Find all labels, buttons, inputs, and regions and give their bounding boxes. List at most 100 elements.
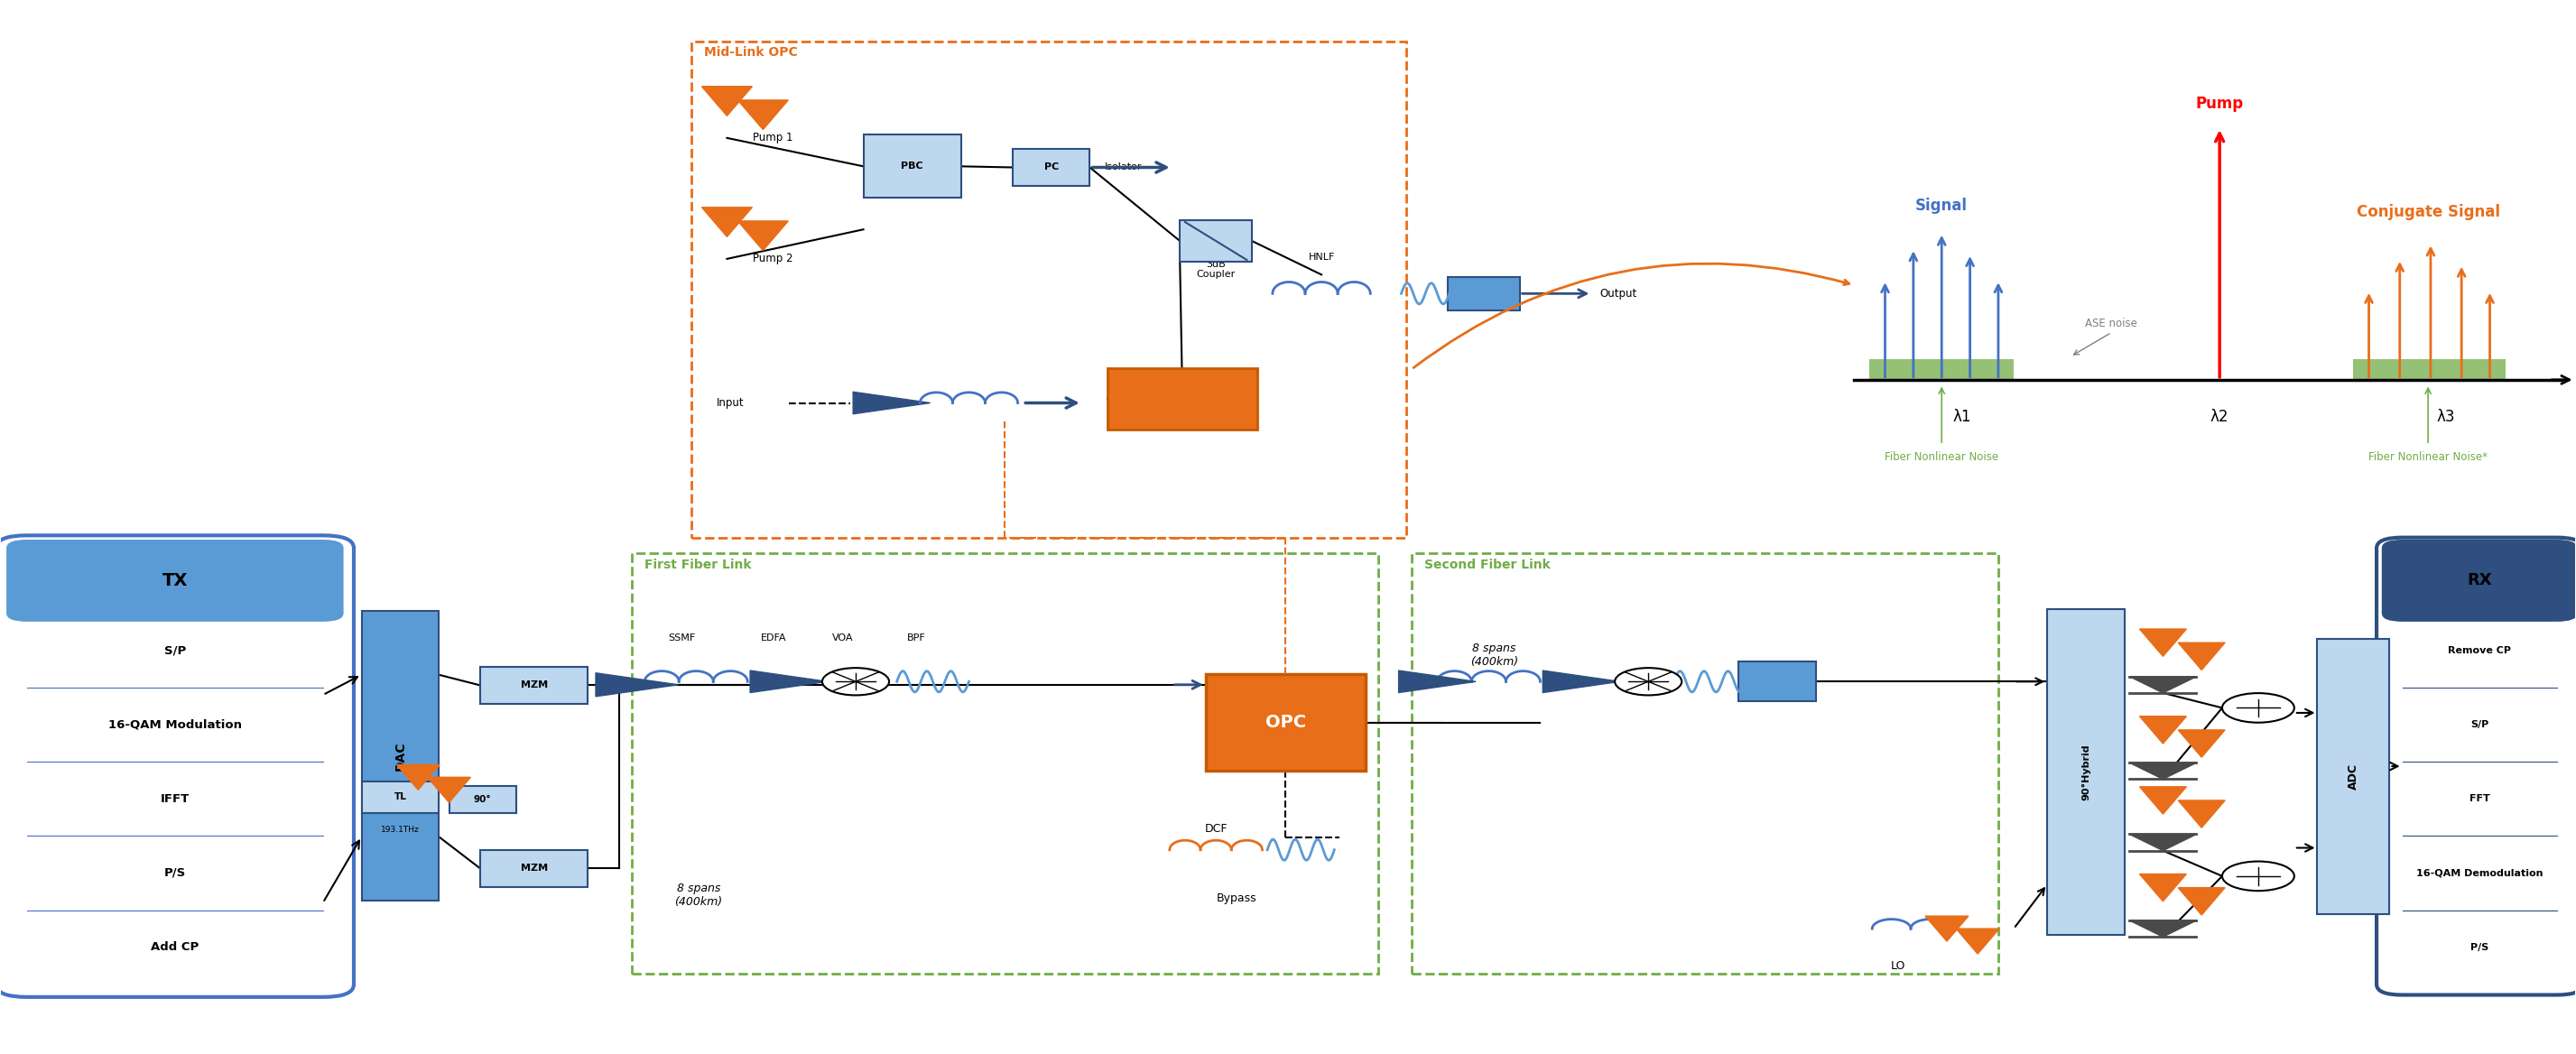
Polygon shape — [853, 392, 930, 414]
Text: λ2: λ2 — [2210, 409, 2228, 426]
Polygon shape — [750, 670, 827, 692]
Text: FFT: FFT — [2470, 795, 2491, 803]
Polygon shape — [1543, 670, 1620, 692]
Text: Pump 2: Pump 2 — [752, 253, 793, 265]
Polygon shape — [1399, 670, 1476, 692]
Text: λ3: λ3 — [2437, 409, 2455, 426]
Text: HNLF: HNLF — [1309, 253, 1334, 262]
Polygon shape — [428, 777, 471, 802]
Bar — [1870, 358, 2014, 379]
FancyBboxPatch shape — [1108, 368, 1257, 429]
Polygon shape — [1924, 916, 1968, 941]
Text: Conjugate Signal: Conjugate Signal — [2357, 203, 2499, 220]
Text: PBC: PBC — [902, 162, 922, 171]
FancyBboxPatch shape — [2318, 639, 2391, 914]
Circle shape — [1615, 668, 1682, 696]
Circle shape — [822, 668, 889, 696]
FancyBboxPatch shape — [863, 135, 961, 198]
Text: DCF: DCF — [1206, 823, 1226, 835]
Polygon shape — [2179, 730, 2226, 757]
Text: P/S: P/S — [165, 867, 185, 879]
Polygon shape — [2130, 763, 2197, 779]
Text: Bypass: Bypass — [1216, 893, 1257, 904]
Text: IFFT: IFFT — [160, 793, 191, 804]
Polygon shape — [701, 86, 752, 116]
Circle shape — [2223, 861, 2295, 891]
Bar — [631, 553, 1378, 974]
Text: EDFA: EDFA — [760, 633, 786, 643]
FancyBboxPatch shape — [479, 667, 587, 704]
Polygon shape — [2141, 874, 2187, 901]
Text: DAC: DAC — [394, 741, 407, 770]
Text: Second Fiber Link: Second Fiber Link — [1425, 559, 1551, 571]
FancyBboxPatch shape — [1206, 675, 1365, 770]
Text: S/P: S/P — [2470, 720, 2488, 729]
FancyBboxPatch shape — [1739, 662, 1816, 702]
Bar — [690, 41, 1406, 538]
Text: Pump 1: Pump 1 — [752, 132, 793, 143]
Text: 16-QAM Modulation: 16-QAM Modulation — [108, 719, 242, 730]
Text: 193.1THz: 193.1THz — [381, 825, 420, 834]
Polygon shape — [2130, 835, 2197, 851]
FancyBboxPatch shape — [479, 850, 587, 886]
Text: ADC: ADC — [2347, 763, 2360, 789]
FancyBboxPatch shape — [361, 611, 438, 900]
Text: 3dB
Coupler: 3dB Coupler — [1195, 259, 1236, 279]
Text: RX: RX — [2468, 572, 2491, 589]
FancyBboxPatch shape — [5, 540, 343, 622]
Text: P/S: P/S — [2470, 942, 2488, 952]
Polygon shape — [2141, 629, 2187, 657]
FancyBboxPatch shape — [361, 781, 438, 813]
Text: LO: LO — [1891, 960, 1906, 972]
Text: MZM: MZM — [520, 863, 549, 873]
Text: S/P: S/P — [165, 644, 185, 657]
Polygon shape — [2141, 717, 2187, 744]
Polygon shape — [2130, 920, 2197, 937]
Text: Pump: Pump — [2195, 96, 2244, 112]
Text: Signal: Signal — [1917, 197, 1968, 214]
Text: 8 spans
(400km): 8 spans (400km) — [1471, 643, 1517, 668]
Polygon shape — [397, 764, 440, 789]
Text: SSMF: SSMF — [667, 633, 696, 643]
Polygon shape — [2141, 786, 2187, 814]
Text: Input: Input — [716, 397, 744, 409]
Text: Mid-Link OPC: Mid-Link OPC — [703, 46, 799, 59]
Text: First Fiber Link: First Fiber Link — [644, 559, 752, 571]
Bar — [2354, 358, 2506, 379]
Text: ASE noise: ASE noise — [2087, 317, 2138, 329]
Text: 8 spans
(400km): 8 spans (400km) — [675, 882, 724, 907]
Polygon shape — [2130, 677, 2197, 692]
Text: 90°: 90° — [474, 795, 492, 804]
Text: TX: TX — [162, 572, 188, 589]
Polygon shape — [2179, 887, 2226, 915]
Text: TL: TL — [394, 793, 407, 802]
Text: Output: Output — [1600, 288, 1636, 299]
Text: Remove CP: Remove CP — [2447, 646, 2512, 655]
Text: MZM: MZM — [520, 681, 549, 689]
Text: OPC: OPC — [1265, 714, 1306, 731]
Polygon shape — [595, 672, 677, 697]
Text: 16-QAM Demodulation: 16-QAM Demodulation — [2416, 868, 2543, 878]
Polygon shape — [1955, 929, 1999, 954]
FancyBboxPatch shape — [1180, 220, 1252, 262]
Text: BPF: BPF — [907, 633, 925, 643]
Polygon shape — [737, 221, 788, 251]
Polygon shape — [2179, 800, 2226, 827]
Text: PC: PC — [1043, 163, 1059, 172]
Text: Fiber Nonlinear Noise*: Fiber Nonlinear Noise* — [2367, 451, 2488, 463]
Bar — [1412, 553, 1999, 974]
FancyBboxPatch shape — [2378, 538, 2576, 995]
Circle shape — [2223, 694, 2295, 723]
Text: Fiber Nonlinear Noise: Fiber Nonlinear Noise — [1886, 451, 1999, 463]
Text: VOA: VOA — [832, 633, 853, 643]
Polygon shape — [2179, 643, 2226, 670]
FancyBboxPatch shape — [448, 785, 515, 813]
FancyBboxPatch shape — [2048, 609, 2125, 935]
Polygon shape — [701, 208, 752, 237]
Text: 90°Hybrid: 90°Hybrid — [2081, 744, 2089, 800]
FancyBboxPatch shape — [1448, 277, 1520, 310]
FancyBboxPatch shape — [1012, 149, 1090, 187]
Polygon shape — [737, 100, 788, 130]
Text: Add CP: Add CP — [152, 941, 198, 953]
Text: λ1: λ1 — [1953, 409, 1971, 426]
